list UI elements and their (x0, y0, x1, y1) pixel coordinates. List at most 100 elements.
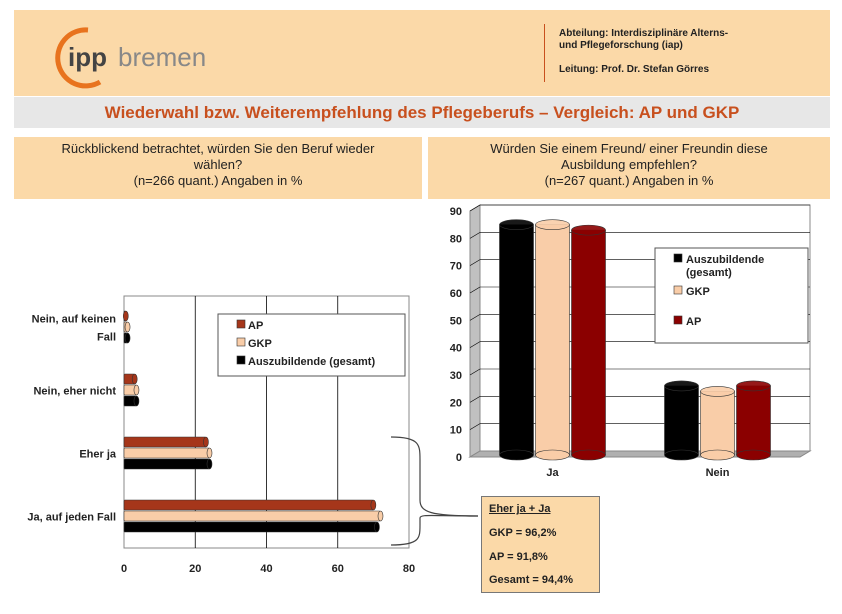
dept-line-2: und Pflegeforschung (iap) (559, 40, 683, 51)
callout-gesamt: Gesamt = 94,4% (489, 574, 574, 586)
question-right-line-2: Ausbildung empfehlen? (561, 157, 697, 172)
right-bar-base (736, 449, 771, 461)
right-bar-cap (535, 219, 570, 230)
right-bar (736, 385, 771, 456)
right-side-wall (469, 204, 481, 458)
left-x-tick-label: 0 (121, 563, 127, 575)
right-bar-base (535, 449, 570, 461)
right-bar (499, 224, 534, 456)
question-left: Rückblickend betrachtet, würden Sie den … (14, 137, 422, 199)
callout-heading: Eher ja + Ja (489, 503, 551, 515)
dept-line-1: Abteilung: Interdisziplinäre Alterns- (559, 28, 729, 39)
logo-ipp-text: ipp (68, 42, 107, 72)
right-gridline-side (469, 259, 481, 266)
right-bar (571, 229, 606, 456)
callout-ap: AP = 91,8% (489, 551, 548, 563)
right-gridline-side (469, 286, 481, 294)
right-bar-base (664, 449, 699, 461)
left-category-label: Fall (97, 332, 116, 344)
leadership-text: Leitung: Prof. Dr. Stefan Görres (559, 64, 710, 75)
right-y-tick-label: 90 (450, 206, 462, 218)
right-bar-cap (736, 380, 771, 392)
right-legend-label: AP (686, 316, 701, 328)
left-bar-cap (370, 499, 377, 511)
right-y-tick-label: 20 (450, 397, 462, 409)
right-legend-label: (gesamt) (686, 267, 732, 279)
right-gridline-side (469, 341, 481, 348)
logo-arc (55, 27, 102, 89)
left-category-label: Nein, auf keinen (32, 314, 117, 326)
left-legend-label: AP (248, 320, 263, 332)
right-legend-label: Auszubildende (686, 254, 764, 266)
right-legend-swatch (673, 253, 683, 263)
left-bar (123, 499, 374, 511)
left-bar-cap (124, 332, 131, 344)
left-category-label: Eher ja (79, 449, 117, 461)
left-bar-cap (206, 447, 213, 459)
right-category-label: Ja (546, 467, 559, 479)
left-x-tick-label: 60 (332, 563, 344, 575)
right-bar (700, 391, 735, 456)
right-gridline-side (469, 423, 481, 430)
left-bar (123, 436, 207, 448)
right-y-tick-label: 60 (450, 288, 462, 300)
header-divider (544, 24, 545, 82)
left-legend-label: GKP (248, 338, 272, 350)
right-bar-base (700, 449, 735, 461)
left-bar-cap (133, 384, 140, 396)
left-category-label: Ja, auf jeden Fall (27, 512, 116, 524)
right-bar-base (499, 449, 534, 461)
question-left-line-2: wählen? (193, 157, 243, 172)
left-legend-label: Auszubildende (gesamt) (248, 356, 375, 368)
left-x-tick-label: 80 (403, 563, 415, 575)
left-bar-cap (203, 436, 209, 448)
left-category-label: Nein, eher nicht (33, 386, 116, 398)
right-bar-cap (664, 380, 699, 392)
left-bar-cap (206, 458, 213, 470)
left-x-tick-label: 20 (189, 563, 201, 575)
left-legend-swatch (236, 355, 246, 365)
left-bar-cap (131, 373, 138, 385)
right-y-tick-label: 0 (456, 452, 462, 464)
right-y-tick-label: 70 (450, 261, 462, 273)
right-bar (535, 224, 570, 456)
left-bar (123, 458, 210, 470)
left-bar-cap (377, 510, 384, 522)
right-y-tick-label: 80 (450, 233, 462, 245)
question-right-line-1: Würden Sie einem Freund/ einer Freundin … (490, 141, 768, 156)
logo-bremen-text: bremen (118, 42, 206, 72)
left-bar-cap (122, 310, 129, 322)
callout-connector-lower (390, 514, 479, 546)
title-band: Wiederwahl bzw. Weiterempfehlung des Pfl… (14, 97, 830, 128)
left-bar-cap (124, 321, 131, 333)
left-legend-swatch (236, 337, 246, 347)
left-bar-cap (374, 521, 380, 533)
right-bar-cap (499, 219, 534, 230)
right-y-tick-label: 10 (450, 425, 462, 437)
department-text: Abteilung: Interdisziplinäre Alterns- un… (559, 28, 819, 52)
right-legend-label: GKP (686, 286, 710, 298)
right-y-tick-label: 40 (450, 343, 462, 355)
callout-box: Eher ja + Ja GKP = 96,2% AP = 91,8% Gesa… (481, 496, 600, 593)
page-title: Wiederwahl bzw. Weiterempfehlung des Pfl… (104, 103, 740, 122)
header-banner: ipp bremen Abteilung: Interdisziplinäre … (14, 10, 830, 96)
left-bar (123, 521, 378, 533)
right-y-tick-label: 50 (450, 315, 462, 327)
right-legend-swatch (673, 315, 683, 325)
callout-connector-upper (390, 436, 479, 517)
left-bar (123, 510, 381, 522)
right-category-label: Nein (706, 467, 730, 479)
left-bar-cap (133, 395, 140, 407)
question-left-line-1: Rückblickend betrachtet, würden Sie den … (61, 141, 375, 156)
right-gridline-side (469, 368, 481, 376)
ipp-logo: ipp bremen (55, 27, 206, 89)
right-bar-cap (571, 224, 606, 236)
right-gridline-side (469, 232, 481, 239)
right-gridline-side (469, 396, 481, 403)
left-legend-swatch (236, 319, 246, 329)
left-legend-box (217, 313, 406, 377)
right-bar-cap (700, 386, 735, 397)
left-bar (123, 447, 210, 459)
right-y-tick-label: 30 (450, 370, 462, 382)
